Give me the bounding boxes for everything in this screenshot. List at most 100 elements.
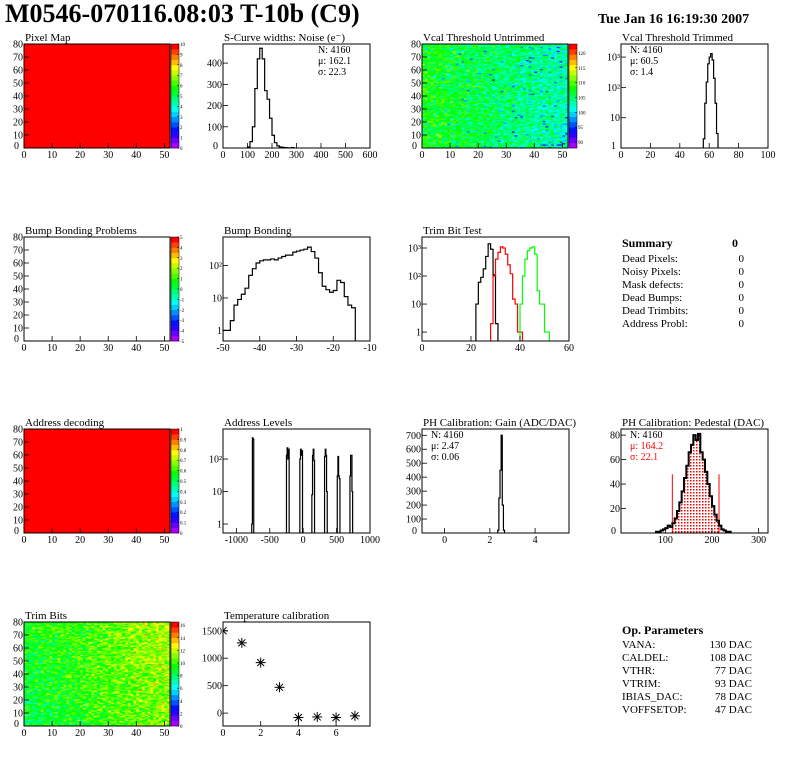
map-cell [441, 98, 445, 101]
map-cell [553, 137, 558, 140]
map-cell [511, 49, 515, 51]
map-cell [500, 145, 504, 147]
map-cell [528, 107, 532, 110]
map-cell [523, 51, 527, 54]
color-band [569, 116, 577, 123]
histogram-series [655, 432, 732, 533]
map-cell [545, 116, 549, 119]
map-cell [450, 132, 454, 134]
map-cell [455, 81, 459, 84]
map-cell [450, 109, 454, 111]
map-cell [469, 120, 473, 123]
map-cell [553, 144, 558, 146]
map-cell [525, 55, 529, 58]
map-cell [466, 73, 471, 76]
map-cell [29, 701, 33, 703]
map-cell [565, 98, 568, 101]
map-cell [562, 62, 566, 64]
map-cell [551, 138, 555, 141]
map-cell [424, 57, 428, 59]
plot-area [475, 243, 550, 341]
map-cell [433, 124, 437, 127]
map-cell [553, 129, 558, 132]
map-cell [489, 77, 493, 80]
map-cell [430, 55, 434, 58]
map-cell [24, 684, 28, 686]
map-cell [509, 101, 513, 103]
map-cell [438, 94, 442, 97]
map-cell [444, 120, 448, 123]
map-cell [464, 88, 468, 90]
map-cell [517, 71, 521, 73]
plot-area [655, 432, 732, 533]
map-cell [523, 114, 527, 116]
map-cell [422, 120, 426, 123]
map-cell [427, 46, 431, 49]
map-cell [483, 107, 487, 110]
map-cell [548, 45, 552, 47]
map-cell [450, 124, 454, 127]
map-cell [509, 123, 513, 125]
map-cell [469, 109, 473, 111]
x-tick-label: 50 [159, 535, 169, 546]
map-cell [466, 44, 471, 46]
map-cell [534, 101, 538, 103]
map-cell [514, 133, 518, 136]
map-cell [525, 105, 529, 107]
map-cell [40, 698, 44, 701]
map-cell [511, 99, 515, 102]
map-cell [422, 57, 426, 59]
map-cell [436, 94, 440, 97]
map-cell [531, 60, 535, 63]
map-cell [520, 54, 524, 56]
map-cell [461, 49, 465, 51]
map-cell [537, 71, 541, 73]
map-cell [534, 142, 538, 145]
map-cell [469, 140, 473, 142]
y-tick-label: 100 [207, 122, 222, 133]
map-cell [38, 698, 42, 701]
map-cell [438, 133, 442, 136]
map-cell [503, 68, 507, 71]
map-cell [503, 70, 507, 72]
map-cell [537, 93, 541, 95]
map-cell [422, 58, 426, 60]
map-cell [492, 119, 496, 121]
histogram-series [336, 455, 341, 533]
map-cell [539, 119, 544, 121]
map-cell [441, 77, 445, 80]
map-cell [517, 60, 521, 63]
map-cell [509, 55, 513, 58]
map-cell [497, 44, 501, 46]
map-cell [545, 115, 549, 118]
map-cell [500, 73, 504, 76]
map-cell [503, 77, 507, 80]
map-cell [480, 101, 485, 103]
map-cell [531, 97, 535, 99]
map-cell [489, 101, 493, 103]
map-cell [506, 141, 510, 144]
map-cell [452, 135, 456, 137]
map-cell [565, 93, 568, 95]
map-cell [452, 77, 456, 80]
map-cell [531, 98, 535, 101]
map-cell [492, 50, 496, 53]
map-cell [433, 122, 437, 124]
map-cell [464, 98, 468, 101]
map-cell [514, 57, 518, 59]
map-cell [433, 136, 437, 138]
map-cell [461, 131, 465, 133]
map-cell [534, 92, 538, 94]
map-cell [480, 75, 485, 77]
map-cell [556, 132, 560, 134]
map-cell [26, 628, 30, 631]
map-cell [433, 131, 437, 133]
map-cell [514, 99, 518, 102]
map-cell [38, 644, 42, 646]
map-cell [542, 46, 546, 49]
color-scale-label: 5 [180, 236, 183, 241]
map-cell [551, 120, 555, 123]
map-cell [537, 58, 541, 60]
map-cell [514, 86, 518, 89]
map-cell [458, 88, 462, 90]
